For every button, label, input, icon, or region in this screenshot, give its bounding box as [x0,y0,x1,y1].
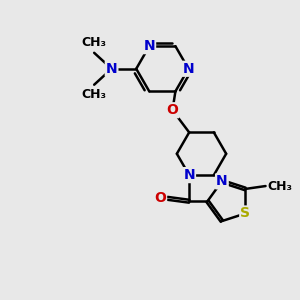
Text: O: O [154,191,166,205]
Text: N: N [216,174,228,188]
Text: N: N [183,62,194,76]
Text: N: N [183,168,195,182]
Text: CH₃: CH₃ [268,179,293,193]
Text: S: S [240,206,250,220]
Text: CH₃: CH₃ [82,36,107,49]
Text: N: N [143,39,155,53]
Text: N: N [106,62,117,76]
Text: CH₃: CH₃ [82,88,107,101]
Text: O: O [167,103,178,117]
